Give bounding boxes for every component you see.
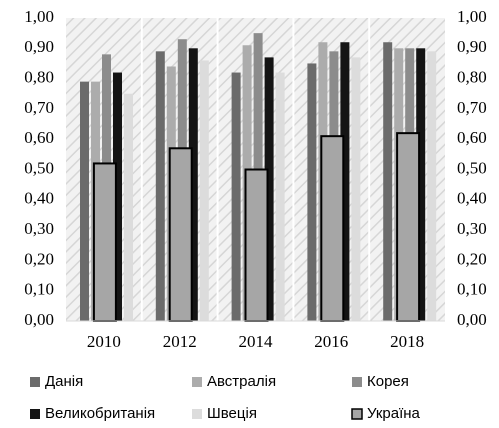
bar	[307, 63, 317, 321]
legend-swatch	[30, 377, 40, 387]
y2-tick-label: 0,30	[457, 219, 487, 238]
y2-tick-label: 0,90	[457, 37, 487, 56]
bar	[416, 48, 426, 322]
y-tick-label: 0,20	[24, 249, 54, 268]
y2-tick-label: 0,00	[457, 310, 487, 329]
y2-tick-label: 0,60	[457, 128, 487, 147]
bar	[320, 135, 345, 322]
x-tick-label: 2016	[314, 332, 348, 351]
bar	[124, 93, 133, 321]
x-tick-label: 2014	[239, 332, 274, 351]
y-tick-label: 0,30	[24, 219, 54, 238]
y-tick-label: 0,90	[24, 37, 54, 56]
legend-label: Данія	[45, 373, 83, 390]
x-tick-label: 2010	[87, 332, 121, 351]
bar	[155, 51, 165, 322]
x-tick-label: 2018	[390, 332, 424, 351]
bar	[427, 51, 437, 322]
legend-swatch	[352, 377, 362, 387]
y-tick-label: 0,70	[24, 98, 54, 117]
bar	[275, 72, 285, 321]
bar	[80, 81, 89, 321]
y2-tick-label: 0,80	[457, 68, 487, 87]
legend-swatch	[192, 377, 202, 387]
y2-tick-label: 0,20	[457, 249, 487, 268]
y2-tick-label: 0,10	[457, 280, 487, 299]
bar	[244, 168, 269, 322]
y2-tick-label: 1,00	[457, 7, 487, 26]
legend-swatch	[192, 409, 202, 419]
bar	[396, 132, 421, 322]
bar	[188, 48, 198, 322]
legend-label: Україна	[367, 405, 421, 422]
bar	[168, 147, 193, 322]
bar	[383, 42, 393, 322]
legend-swatch	[351, 408, 363, 420]
y-tick-label: 0,80	[24, 68, 54, 87]
bar	[231, 72, 241, 321]
y-tick-label: 1,00	[24, 7, 54, 26]
bar	[113, 72, 122, 321]
bar	[199, 60, 209, 322]
legend-swatch	[30, 409, 40, 419]
x-tick-label: 2012	[163, 332, 197, 351]
y-tick-label: 0,00	[24, 310, 54, 329]
legend-label: Великобританія	[45, 405, 155, 422]
bar	[351, 57, 361, 321]
legend-label: Швеція	[207, 405, 257, 422]
bar	[340, 42, 350, 322]
y2-tick-label: 0,40	[457, 189, 487, 208]
y2-tick-label: 0,50	[457, 158, 487, 177]
legend-label: Корея	[367, 373, 409, 390]
bar	[92, 162, 117, 322]
y-tick-label: 0,10	[24, 280, 54, 299]
y-tick-label: 0,40	[24, 189, 54, 208]
y-tick-label: 0,60	[24, 128, 54, 147]
y2-tick-label: 0,70	[457, 98, 487, 117]
legend-label: Австралія	[207, 373, 276, 390]
y-tick-label: 0,50	[24, 158, 54, 177]
bar	[264, 57, 274, 321]
